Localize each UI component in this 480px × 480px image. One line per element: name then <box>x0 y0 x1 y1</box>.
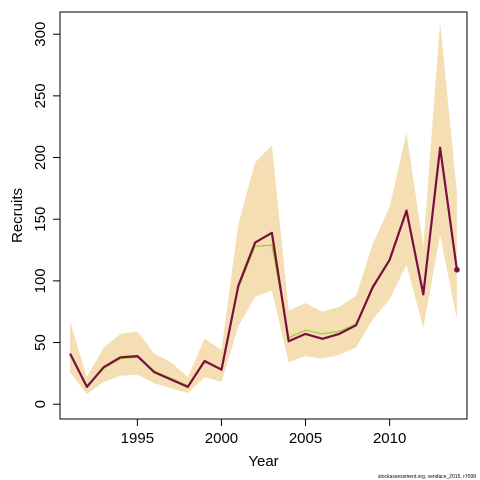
x-axis: 1995 2000 2005 2010 <box>121 419 406 447</box>
y-axis: 0 50 100 150 200 250 300 <box>32 22 60 408</box>
series-main-line <box>69 146 458 388</box>
credit-text: stockassessment.org, vendace_2015, r7098 <box>378 474 476 480</box>
series-layer <box>69 146 460 388</box>
x-tick-label-1995: 1995 <box>121 430 154 447</box>
x-tick-label-2000: 2000 <box>205 430 238 447</box>
y-axis-title: Recruits <box>9 188 26 243</box>
series-main-last-point <box>454 266 460 273</box>
y-tick-label-0: 0 <box>32 400 49 408</box>
y-tick-label-300: 300 <box>32 22 49 47</box>
y-tick-label-150: 150 <box>32 207 49 232</box>
y-tick-label-100: 100 <box>32 268 49 293</box>
y-tick-label-250: 250 <box>32 83 49 108</box>
confidence-band-layer <box>70 21 457 395</box>
y-tick-label-50: 50 <box>32 334 49 351</box>
plot-frame <box>59 11 468 420</box>
x-axis-title: Year <box>248 453 278 470</box>
confidence-band <box>70 21 457 395</box>
x-tick-label-2005: 2005 <box>289 430 322 447</box>
x-tick-label-2010: 2010 <box>373 430 406 447</box>
y-tick-label-200: 200 <box>32 145 49 170</box>
